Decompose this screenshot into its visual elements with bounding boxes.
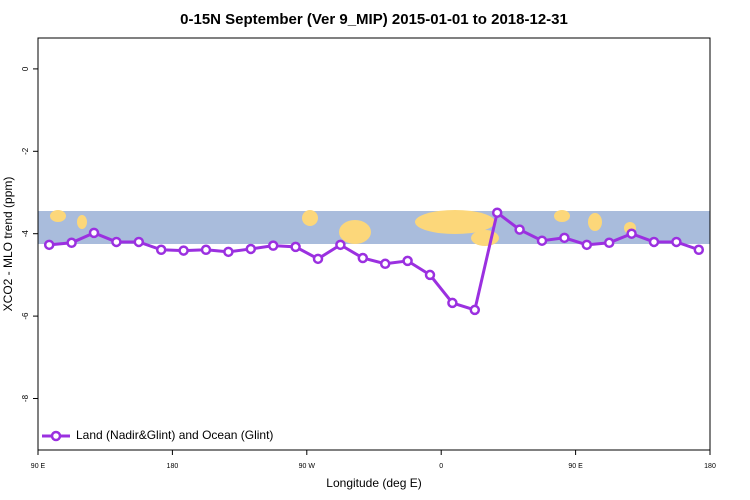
data-point: [469, 304, 481, 316]
data-point: [581, 239, 593, 251]
data-point: [223, 246, 234, 258]
data-point: [335, 239, 346, 251]
data-point: [357, 252, 369, 264]
y-tick-label: -8: [21, 394, 30, 402]
data-point: [290, 241, 301, 253]
x-tick-label: 90 E: [31, 463, 46, 470]
data-point: [671, 236, 682, 248]
data-point: [559, 232, 570, 244]
data-point: [402, 255, 413, 267]
data-point: [133, 236, 145, 248]
y-tick-label: 0: [21, 66, 30, 71]
data-point: [603, 237, 615, 249]
data-point: [66, 237, 77, 249]
data-point: [178, 245, 189, 256]
chart-title: 0-15N September (Ver 9_MIP) 2015-01-01 t…: [180, 11, 568, 28]
data-point: [245, 243, 257, 255]
data-point: [200, 244, 212, 256]
x-axis-label: Longitude (deg E): [326, 476, 421, 490]
data-point: [88, 227, 100, 239]
legend-marker: [50, 430, 62, 442]
data-point: [626, 228, 637, 239]
y-axis-label: XCO2 - MLO trend (ppm): [1, 177, 15, 312]
legend-label: Land (Nadir&Glint) and Ocean (Glint): [76, 428, 273, 442]
data-point: [155, 244, 167, 256]
y-tick-label: -2: [21, 147, 30, 155]
data-point: [693, 244, 705, 256]
data-point: [312, 253, 324, 265]
x-tick-label: 90 E: [568, 463, 583, 470]
data-point: [267, 240, 279, 251]
data-point: [424, 269, 436, 281]
x-tick-label: 180: [704, 463, 716, 470]
data-point: [514, 224, 525, 235]
data-point: [447, 297, 458, 309]
data-point: [379, 258, 391, 270]
x-tick-label: 0: [439, 463, 443, 470]
y-tick-label: -6: [21, 312, 30, 320]
y-tick-label: -4: [21, 230, 30, 238]
map-background: [38, 210, 710, 246]
x-tick-label: 180: [167, 463, 179, 470]
data-point: [111, 236, 122, 248]
x-tick-label: 90 W: [299, 463, 316, 470]
data-point: [648, 236, 660, 248]
data-point: [491, 207, 503, 218]
data-point: [43, 239, 55, 251]
plot-frame: [37, 37, 711, 451]
data-point: [536, 235, 548, 246]
